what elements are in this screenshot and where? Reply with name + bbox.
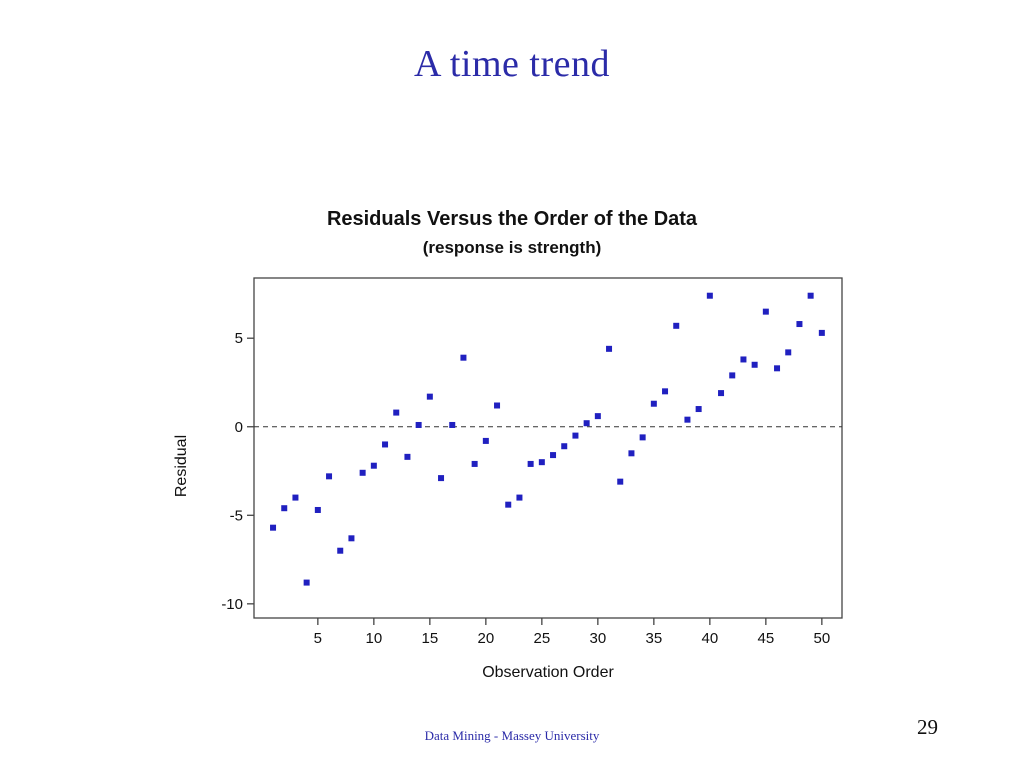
svg-text:15: 15 xyxy=(421,630,438,647)
svg-text:40: 40 xyxy=(701,630,718,647)
chart-title: Residuals Versus the Order of the Data xyxy=(326,208,698,230)
svg-text:5: 5 xyxy=(235,330,243,347)
svg-text:30: 30 xyxy=(589,630,606,647)
x-axis-label: Observation Order xyxy=(482,664,614,681)
svg-text:0: 0 xyxy=(235,419,243,436)
y-axis-label-column: Residual xyxy=(168,270,196,662)
slide-title: A time trend xyxy=(414,43,610,85)
svg-text:25: 25 xyxy=(533,630,550,647)
plot-row: Residual -10 -5 0 5 5 10 15 20 25 30 35 40 45 50 xyxy=(168,270,868,662)
svg-text:-5: -5 xyxy=(230,507,243,524)
chart-subtitle: (response is strength) xyxy=(422,238,602,257)
svg-text:20: 20 xyxy=(477,630,494,647)
svg-text:50: 50 xyxy=(813,630,830,647)
footer-text: Data Mining - Massey University xyxy=(424,728,600,743)
y-axis-label: Residual xyxy=(173,434,191,498)
svg-text:45: 45 xyxy=(757,630,774,647)
scatter-plot: -10 -5 0 5 5 10 15 20 25 30 35 40 45 50 xyxy=(221,277,843,647)
page-number: 29 xyxy=(917,715,938,739)
residuals-order-chart: Residuals Versus the Order of the Data (… xyxy=(168,208,868,682)
svg-text:35: 35 xyxy=(645,630,662,647)
svg-text:5: 5 xyxy=(314,630,322,647)
svg-text:10: 10 xyxy=(365,630,382,647)
svg-text:-10: -10 xyxy=(221,596,243,613)
